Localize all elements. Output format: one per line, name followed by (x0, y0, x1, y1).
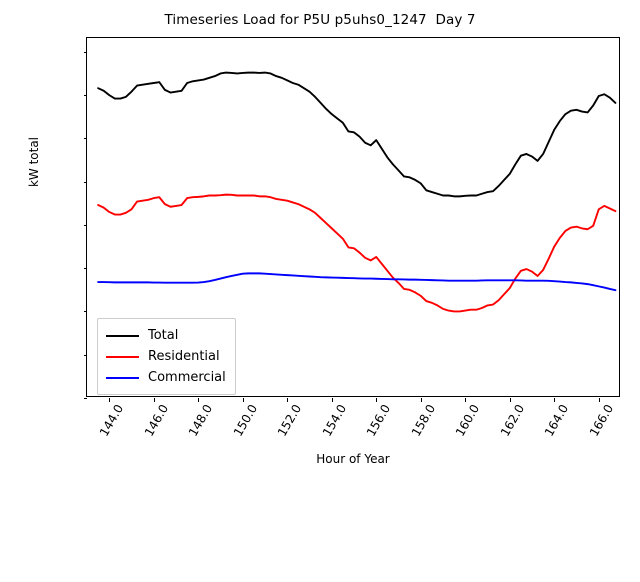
legend-item-commercial: Commercial (106, 367, 226, 388)
legend-swatch-total (106, 334, 139, 337)
series-line-commercial (97, 272, 617, 292)
x-tick-mark (376, 398, 378, 402)
y-tick-mark (83, 268, 87, 270)
y-tick-mark (83, 311, 87, 313)
x-tick-mark (109, 398, 111, 402)
x-tick-mark (420, 398, 422, 402)
y-tick-mark (83, 354, 87, 356)
y-tick-mark (83, 51, 87, 53)
y-tick-mark (83, 398, 87, 399)
legend-label-total: Total (148, 328, 179, 343)
x-tick-mark (509, 398, 511, 402)
series-line-total (97, 71, 617, 198)
chart-title: Timeseries Load for P5U p5uhs0_1247 Day … (164, 12, 476, 28)
x-tick-mark (242, 398, 244, 402)
plot-lines (97, 71, 617, 313)
legend-swatch-commercial (106, 376, 139, 379)
x-tick-mark (331, 398, 333, 402)
legend-swatch-residential (106, 355, 139, 358)
legend-item-residential: Residential (106, 346, 226, 367)
legend-item-total: Total (106, 325, 226, 346)
y-tick-mark (83, 224, 87, 226)
x-axis-label: Hour of Year (316, 452, 390, 466)
y-tick-mark (83, 181, 87, 183)
x-tick-mark (198, 398, 200, 402)
legend-label-residential: Residential (148, 349, 220, 364)
y-tick-mark (83, 95, 87, 97)
y-axis-label: kW total (27, 136, 41, 188)
legend-label-commercial: Commercial (148, 370, 226, 385)
x-tick-mark (554, 398, 556, 402)
y-tick-mark (83, 138, 87, 140)
x-tick-mark (287, 398, 289, 402)
series-line-residential (97, 193, 617, 313)
x-tick-mark (598, 398, 600, 402)
x-tick-mark (465, 398, 467, 402)
x-tick-mark (153, 398, 155, 402)
legend: Total Residential Commercial (97, 318, 236, 395)
chart-figure: Timeseries Load for P5U p5uhs0_1247 Day … (27, 12, 620, 466)
